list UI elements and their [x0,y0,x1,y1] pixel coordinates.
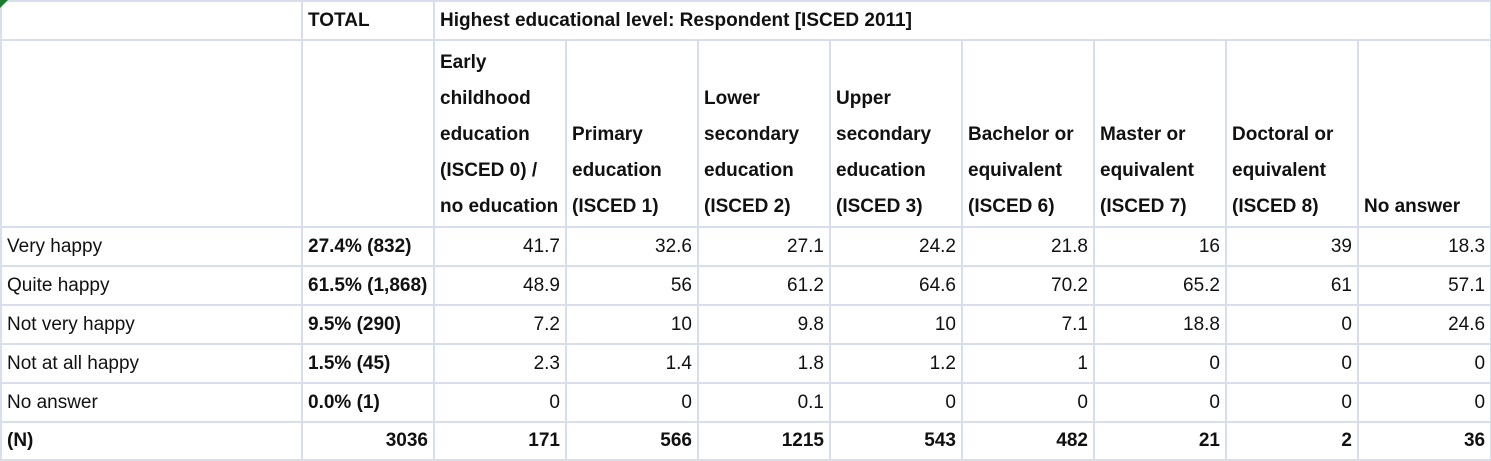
value-cell[interactable]: 1.4 [565,343,699,384]
value-cell[interactable]: 61.2 [697,265,831,306]
n-value-cell[interactable]: 482 [961,421,1095,461]
row-label-cell[interactable]: No answer [0,382,303,423]
value-cell[interactable]: 0 [1093,382,1227,423]
value-cell[interactable]: 21.8 [961,226,1095,267]
value-cell[interactable]: 18.8 [1093,304,1227,345]
n-value-cell[interactable]: 543 [829,421,963,461]
value-cell[interactable]: 0 [961,382,1095,423]
n-value-cell[interactable]: 21 [1093,421,1227,461]
title-row: TOTAL Highest educational level: Respond… [0,0,1491,41]
value-cell[interactable]: 27.1 [697,226,831,267]
n-total-cell[interactable]: 3036 [301,421,435,461]
value-cell[interactable]: 7.2 [433,304,567,345]
column-header-isced-0[interactable]: Early childhood education (ISCED 0) / no… [433,39,567,228]
value-cell[interactable]: 57.1 [1356,265,1491,306]
row-total-cell[interactable]: 1.5% (45) [301,343,435,384]
n-value-cell[interactable]: 171 [433,421,567,461]
row-total-cell[interactable]: 9.5% (290) [301,304,435,345]
value-cell[interactable]: 0 [1093,343,1227,384]
value-cell[interactable]: 65.2 [1093,265,1227,306]
table-row-quite-happy: Quite happy 61.5% (1,868) 48.9 56 61.2 6… [0,265,1491,306]
value-cell[interactable]: 41.7 [433,226,567,267]
value-cell[interactable]: 1.8 [697,343,831,384]
value-cell[interactable]: 24.6 [1356,304,1491,345]
cell-corner-marker-icon [0,0,8,8]
value-cell[interactable]: 0 [1356,382,1491,423]
n-value-cell[interactable]: 1215 [697,421,831,461]
value-cell[interactable]: 56 [565,265,699,306]
value-cell[interactable]: 2.3 [433,343,567,384]
value-cell[interactable]: 70.2 [961,265,1095,306]
value-cell[interactable]: 1.2 [829,343,963,384]
column-header-no-answer[interactable]: No answer [1356,39,1491,228]
value-cell[interactable]: 0 [1225,304,1359,345]
row-label-cell[interactable]: Not at all happy [0,343,303,384]
table-row-not-very-happy: Not very happy 9.5% (290) 7.2 10 9.8 10 … [0,304,1491,345]
column-header-row: Early childhood education (ISCED 0) / no… [0,39,1491,228]
row-label-cell[interactable]: Very happy [0,226,303,267]
value-cell[interactable]: 9.8 [697,304,831,345]
table-row-n-count: (N) 3036 171 566 1215 543 482 21 2 36 [0,421,1491,461]
value-cell[interactable]: 10 [565,304,699,345]
value-cell[interactable]: 0 [565,382,699,423]
value-cell[interactable]: 10 [829,304,963,345]
value-cell[interactable]: 18.3 [1356,226,1491,267]
column-header-isced-3[interactable]: Upper secondary education (ISCED 3) [829,39,963,228]
row-label-cell[interactable]: Not very happy [0,304,303,345]
column-header-isced-1[interactable]: Primary education (ISCED 1) [565,39,699,228]
value-cell[interactable]: 61 [1225,265,1359,306]
column-header-isced-7[interactable]: Master or equivalent (ISCED 7) [1093,39,1227,228]
value-cell[interactable]: 7.1 [961,304,1095,345]
table-row-no-answer: No answer 0.0% (1) 0 0 0.1 0 0 0 0 0 [0,382,1491,423]
value-cell[interactable]: 24.2 [829,226,963,267]
value-cell[interactable]: 48.9 [433,265,567,306]
n-value-cell[interactable]: 566 [565,421,699,461]
column-header-isced-8[interactable]: Doctoral or equivalent (ISCED 8) [1225,39,1359,228]
value-cell[interactable]: 32.6 [565,226,699,267]
value-cell[interactable]: 0 [1225,343,1359,384]
table-row-not-at-all-happy: Not at all happy 1.5% (45) 2.3 1.4 1.8 1… [0,343,1491,384]
row-total-cell[interactable]: 0.0% (1) [301,382,435,423]
n-value-cell[interactable]: 36 [1356,421,1491,461]
value-cell[interactable]: 64.6 [829,265,963,306]
value-cell[interactable]: 0 [829,382,963,423]
row-total-cell[interactable]: 27.4% (832) [301,226,435,267]
column-header-isced-6[interactable]: Bachelor or equivalent (ISCED 6) [961,39,1095,228]
empty-total-header-cell[interactable] [301,39,435,228]
value-cell[interactable]: 0 [1356,343,1491,384]
row-label-cell[interactable]: Quite happy [0,265,303,306]
group-header-cell[interactable]: Highest educational level: Respondent [I… [432,0,1491,41]
empty-header-cell[interactable] [0,39,303,228]
table-row-very-happy: Very happy 27.4% (832) 41.7 32.6 27.1 24… [0,226,1491,267]
value-cell[interactable]: 0 [1225,382,1359,423]
total-header-cell[interactable]: TOTAL [301,0,435,41]
column-header-isced-2[interactable]: Lower secondary education (ISCED 2) [697,39,831,228]
value-cell[interactable]: 0 [433,382,567,423]
value-cell[interactable]: 1 [961,343,1095,384]
value-cell[interactable]: 0.1 [697,382,831,423]
n-label-cell[interactable]: (N) [0,421,303,461]
row-total-cell[interactable]: 61.5% (1,868) [301,265,435,306]
empty-corner-cell[interactable] [0,0,303,41]
n-value-cell[interactable]: 2 [1225,421,1359,461]
value-cell[interactable]: 16 [1093,226,1227,267]
value-cell[interactable]: 39 [1225,226,1359,267]
